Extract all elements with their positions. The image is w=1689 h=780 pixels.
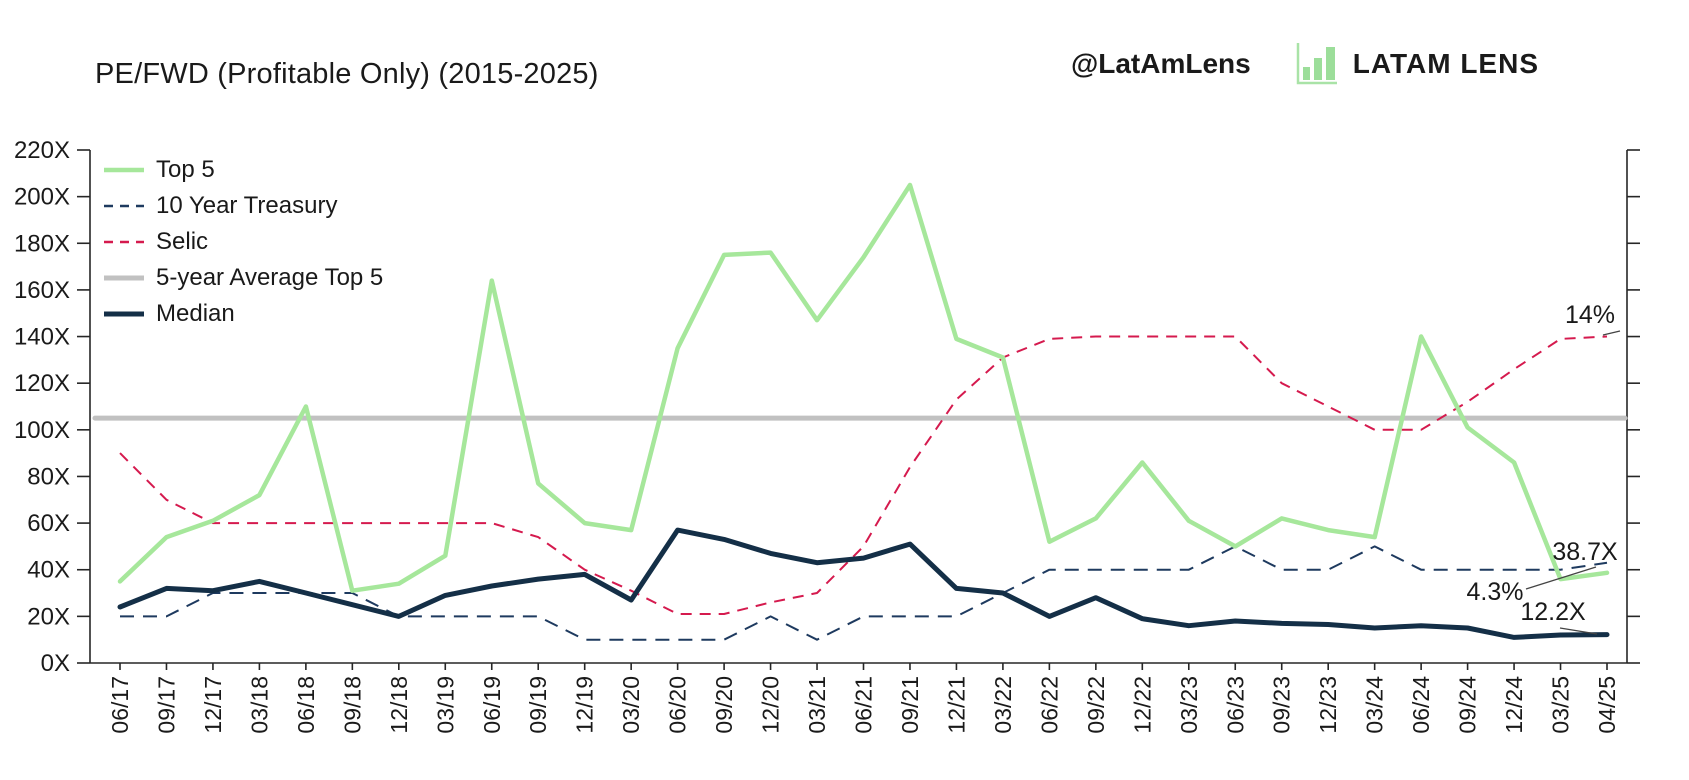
x-tick-label: 09/20 [711, 676, 737, 734]
x-tick-label: 03/20 [618, 676, 644, 734]
x-tick-label: 09/19 [525, 676, 551, 734]
x-tick-label: 09/23 [1269, 676, 1295, 734]
legend-item-median: Median [104, 296, 383, 332]
annotation-12-2x: 12.2X [1520, 598, 1586, 626]
y-tick-label: 160X [14, 277, 70, 304]
legend-item-selic: Selic [104, 224, 383, 260]
legend-label: Top 5 [156, 156, 215, 183]
x-tick-label: 12/21 [943, 676, 969, 734]
legend-swatch-10-year-treasury [104, 204, 144, 208]
x-tick-label: 09/21 [897, 676, 923, 734]
legend-swatch-median [104, 311, 144, 317]
legend-swatch-selic [104, 240, 144, 244]
brand-name: LATAM LENS [1352, 48, 1539, 79]
median-line [117, 527, 1610, 640]
y-tick-label: 220X [14, 137, 70, 164]
legend-label: 5-year Average Top 5 [156, 264, 384, 291]
y-axis-labels: 0X 20X 40X 60X 80X 100X 120X 140X 160X 180X 200X 22… [14, 137, 70, 677]
legend-label: 10 Year Treasury [156, 192, 338, 219]
legend-swatch-5-year-average-top-5 [104, 275, 144, 281]
x-tick-label: 09/18 [339, 676, 365, 734]
y-tick-label: 80X [27, 463, 70, 490]
y-tick-label: 20X [27, 603, 70, 630]
x-tick-label: 06/22 [1036, 676, 1062, 734]
x-tick-label: 03/22 [990, 676, 1016, 734]
branding-bar: @LatAmLens LATAM LENS [1071, 40, 1539, 88]
x-tick-label: 12/18 [386, 676, 412, 734]
x-tick-label: 03/18 [246, 676, 272, 734]
annotation-14: 14% [1565, 301, 1615, 329]
x-tick-label: 06/21 [851, 676, 877, 734]
x-tick-label: 06/19 [479, 676, 505, 734]
x-tick-label: 12/22 [1129, 676, 1155, 734]
x-tick-label: 12/23 [1315, 676, 1341, 734]
y-tick-label: 100X [14, 417, 70, 444]
legend-label: Median [156, 300, 235, 327]
x-tick-label: 06/23 [1222, 676, 1248, 734]
annotation-4-3: 4.3% [1467, 578, 1524, 606]
x-tick-label: 12/24 [1501, 676, 1527, 734]
x-tick-label: 09/17 [153, 676, 179, 734]
x-tick-label: 03/23 [1176, 676, 1202, 734]
x-tick-label: 12/20 [758, 676, 784, 734]
annotation-leader-line [1559, 627, 1598, 635]
page-title: PE/FWD (Profitable Only) (2015-2025) [95, 58, 599, 90]
selic-line [119, 335, 1608, 615]
x-tick-label: 09/22 [1083, 676, 1109, 734]
x-tick-label: 03/24 [1362, 676, 1388, 734]
y-tick-label: 140X [14, 324, 70, 351]
x-tick-label: 06/24 [1408, 676, 1434, 734]
y-tick-label: 180X [14, 230, 70, 257]
annotation-leader-line [1602, 330, 1621, 336]
x-axis-labels: 06/17 09/17 12/17 03/18 06/18 09/18 12/18 03/19… [107, 676, 1620, 734]
x-tick-label: 03/19 [432, 676, 458, 734]
annotation-leader-line [1525, 566, 1597, 590]
10-year-treasury-line [120, 545, 1608, 641]
bar-chart-icon [1296, 43, 1337, 85]
x-tick-label: 04/25 [1594, 676, 1620, 734]
legend-swatch-top-5 [104, 167, 144, 173]
annotation-38-7x: 38.7X [1552, 538, 1618, 566]
y-tick-label: 60X [27, 510, 70, 537]
x-tick-label: 03/25 [1548, 676, 1574, 734]
top-5-line [117, 182, 1610, 593]
legend-item-10-year-treasury: 10 Year Treasury [104, 188, 383, 224]
legend-item-5-year-average-top-5: 5-year Average Top 5 [104, 260, 383, 296]
x-tick-label: 06/17 [107, 676, 133, 734]
x-tick-label: 09/24 [1455, 676, 1481, 734]
y-tick-label: 200X [14, 184, 70, 211]
x-tick-label: 03/21 [804, 676, 830, 734]
x-tick-label: 06/20 [665, 676, 691, 734]
legend-label: Selic [156, 228, 209, 255]
y-tick-label: 0X [41, 650, 70, 677]
brand-lockup: LATAM LENS [1291, 40, 1539, 88]
twitter-handle: @LatAmLens [1070, 48, 1251, 79]
axes [77, 149, 1640, 670]
legend-item-top-5: Top 5 [104, 152, 383, 188]
x-tick-label: 12/17 [200, 676, 226, 734]
chart-legend: Top 5 10 Year Treasury Selic 5-year Average… [104, 152, 383, 332]
y-tick-label: 40X [27, 557, 70, 584]
annotations: 14% 38.7X 4.3%12.2X [1467, 301, 1621, 635]
x-tick-label: 12/19 [572, 676, 598, 734]
x-tick-label: 06/18 [293, 676, 319, 734]
y-tick-label: 120X [14, 370, 70, 397]
